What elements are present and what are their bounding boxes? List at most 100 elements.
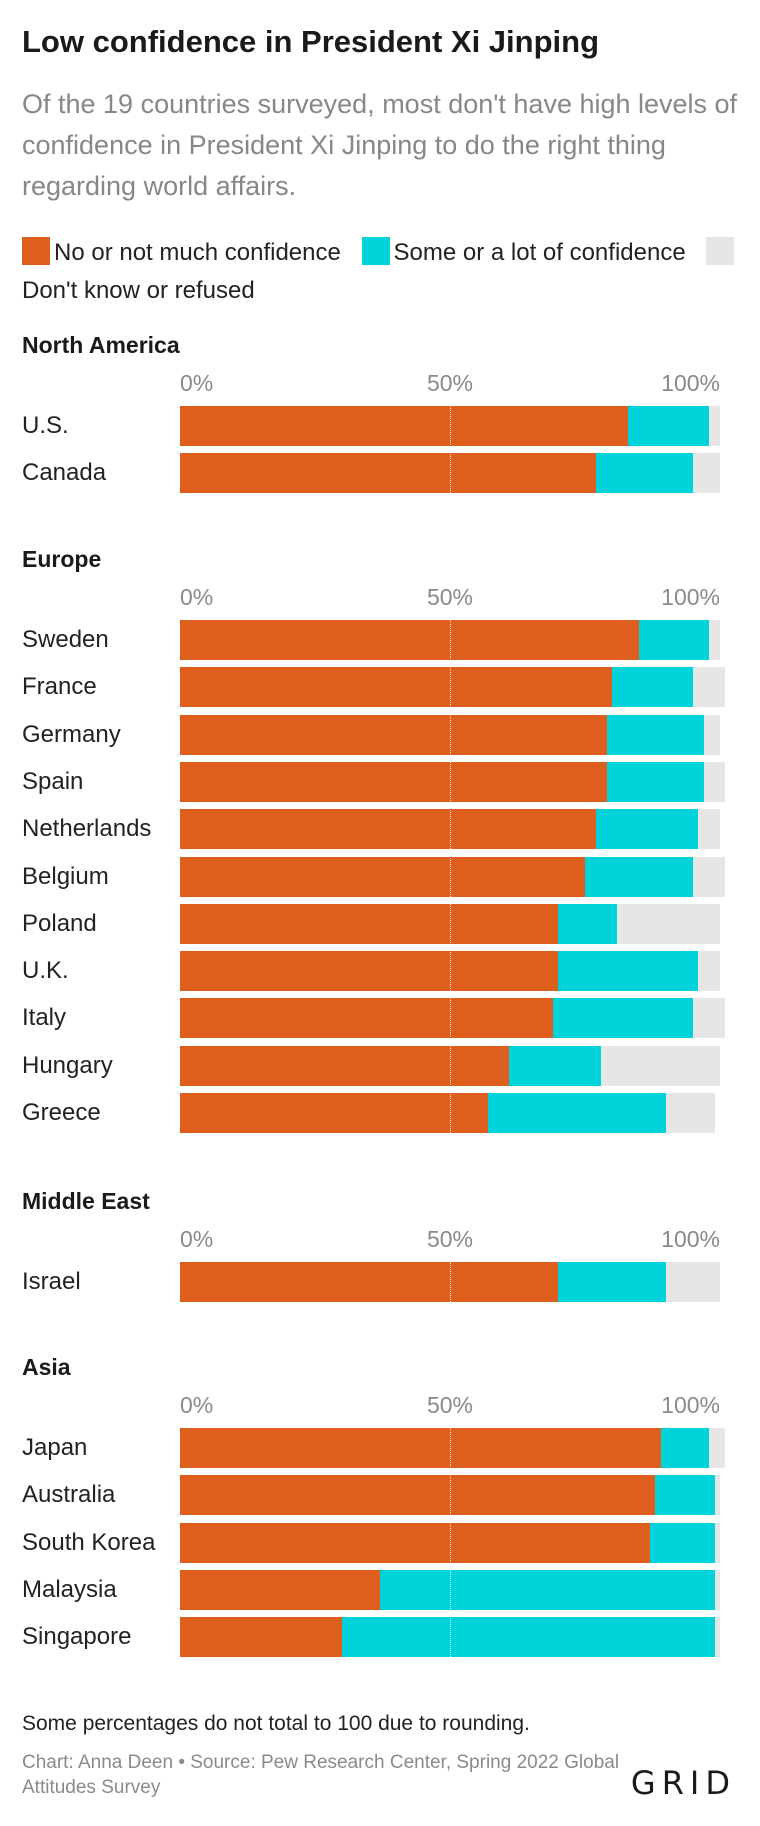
bar-segment-u-k-no-confidence [180, 951, 558, 991]
country-label-spain: Spain [22, 768, 84, 795]
gridline-50-north-america [450, 406, 451, 493]
group-title-middle-east: Middle East [22, 1188, 150, 1214]
country-label-australia: Australia [22, 1481, 116, 1508]
tick-label-north-america-0: 0% [180, 370, 214, 396]
country-label-israel: Israel [22, 1268, 81, 1295]
bar-segment-south-korea-dont-know [714, 1523, 720, 1563]
bar-segment-belgium-no-confidence [180, 857, 585, 897]
bar-segment-singapore-dont-know [714, 1617, 720, 1657]
bar-segment-australia-no-confidence [180, 1475, 656, 1515]
tick-label-middle-east-50: 50% [426, 1226, 474, 1252]
group-title-europe: Europe [22, 546, 102, 572]
bar-segment-hungary-no-confidence [180, 1046, 510, 1086]
country-label-germany: Germany [22, 721, 121, 748]
legend-swatch-some-confidence [361, 237, 390, 265]
country-label-japan: Japan [22, 1434, 88, 1461]
bar-segment-canada-dont-know [693, 453, 720, 493]
tick-label-north-america-100: 100% [661, 370, 720, 396]
bar-segment-spain-some-confidence [606, 762, 704, 802]
legend-item-no-confidence: No or not much confidence [22, 237, 341, 266]
country-label-u-s: U.S. [22, 412, 69, 439]
bar-segment-france-dont-know [693, 667, 726, 707]
bar-segment-greece-dont-know [666, 1093, 715, 1133]
country-label-france: France [22, 673, 97, 700]
bar-segment-germany-dont-know [703, 715, 720, 755]
legend-item-some-confidence: Some or a lot of confidence [361, 237, 686, 266]
country-label-belgium: Belgium [22, 863, 109, 890]
bar-segment-u-s-no-confidence [180, 406, 629, 446]
country-label-u-k: U.K. [22, 957, 69, 984]
country-label-netherlands: Netherlands [22, 815, 152, 842]
chart-credit: Chart: Anna Deen • Source: Pew Research … [22, 1752, 620, 1798]
tick-label-asia-0: 0% [180, 1392, 214, 1418]
country-label-singapore: Singapore [22, 1623, 132, 1650]
tick-label-middle-east-0: 0% [180, 1226, 214, 1252]
legend-swatch-no-confidence [22, 237, 50, 265]
tick-label-europe-50: 50% [426, 584, 474, 610]
grid-logo: GRID [630, 1764, 736, 1802]
tick-label-middle-east-100: 100% [661, 1226, 720, 1252]
bar-segment-australia-some-confidence [655, 1475, 715, 1515]
gridline-50-europe [450, 620, 451, 1133]
bar-segment-sweden-dont-know [709, 620, 720, 660]
legend-label-no-confidence: No or not much confidence [54, 239, 341, 266]
legend-item-dont-know: Don't know or refused [22, 237, 738, 304]
bar-segment-singapore-no-confidence [180, 1617, 342, 1657]
legend-label-some-confidence: Some or a lot of confidence [393, 239, 686, 266]
bar-segment-south-korea-no-confidence [180, 1523, 650, 1563]
bar-segment-canada-some-confidence [595, 453, 693, 493]
tick-label-north-america-50: 50% [426, 370, 474, 396]
bar-segment-netherlands-no-confidence [180, 809, 596, 849]
bar-segment-south-korea-some-confidence [649, 1523, 715, 1563]
bar-segment-japan-dont-know [709, 1428, 726, 1468]
bar-segment-greece-no-confidence [180, 1093, 488, 1133]
tick-label-europe-0: 0% [180, 584, 214, 610]
bar-segment-germany-some-confidence [606, 715, 704, 755]
bar-segment-belgium-dont-know [693, 857, 726, 897]
bar-segment-israel-dont-know [666, 1262, 720, 1302]
bar-segment-poland-dont-know [617, 904, 720, 944]
bar-segment-israel-some-confidence [558, 1262, 666, 1302]
country-label-sweden: Sweden [22, 626, 109, 653]
bar-segment-malaysia-no-confidence [180, 1570, 380, 1610]
bar-segment-poland-some-confidence [558, 904, 618, 944]
bar-segment-australia-dont-know [714, 1475, 720, 1515]
bar-segment-canada-no-confidence [180, 453, 596, 493]
gridline-50-asia [450, 1428, 451, 1657]
bar-segment-netherlands-dont-know [698, 809, 720, 849]
bar-segment-u-s-dont-know [709, 406, 720, 446]
bar-segment-singapore-some-confidence [342, 1617, 715, 1657]
country-label-canada: Canada [22, 459, 107, 486]
bar-segment-spain-no-confidence [180, 762, 607, 802]
legend-label-dont-know: Don't know or refused [22, 277, 255, 304]
bar-segment-hungary-dont-know [601, 1046, 720, 1086]
legend-swatch-dont-know [706, 237, 735, 265]
bar-segment-hungary-some-confidence [509, 1046, 602, 1086]
tick-label-asia-100: 100% [661, 1392, 720, 1418]
tick-label-asia-50: 50% [426, 1392, 474, 1418]
bar-segment-sweden-some-confidence [639, 620, 710, 660]
bar-segment-italy-no-confidence [180, 998, 553, 1038]
bar-segment-netherlands-some-confidence [595, 809, 699, 849]
legend: No or not much confidence Some or a lot … [22, 234, 742, 310]
bar-segment-u-s-some-confidence [628, 406, 710, 446]
tick-label-europe-100: 100% [661, 584, 720, 610]
country-label-malaysia: Malaysia [22, 1576, 117, 1603]
chart-subtitle: Of the 19 countries surveyed, most don't… [22, 89, 738, 201]
bar-segment-sweden-no-confidence [180, 620, 639, 660]
bar-segment-italy-dont-know [693, 998, 726, 1038]
bar-segment-france-no-confidence [180, 667, 612, 707]
group-title-north-america: North America [22, 332, 180, 358]
bar-segment-greece-some-confidence [487, 1093, 666, 1133]
country-label-greece: Greece [22, 1099, 101, 1126]
rounding-note: Some percentages do not total to 100 due… [22, 1712, 530, 1735]
bar-segment-spain-dont-know [703, 762, 726, 802]
bar-segment-belgium-some-confidence [585, 857, 693, 897]
bar-segment-germany-no-confidence [180, 715, 607, 755]
country-label-italy: Italy [22, 1004, 67, 1031]
bar-segment-italy-some-confidence [552, 998, 693, 1038]
bar-segment-poland-no-confidence [180, 904, 558, 944]
bar-segment-malaysia-some-confidence [379, 1570, 715, 1610]
country-label-hungary: Hungary [22, 1052, 113, 1079]
